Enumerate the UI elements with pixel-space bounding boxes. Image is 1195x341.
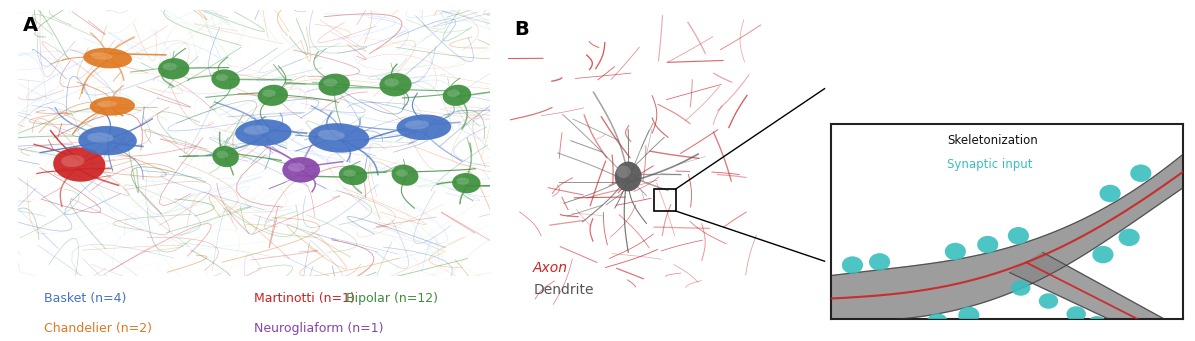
Ellipse shape	[1092, 246, 1114, 263]
Ellipse shape	[343, 169, 356, 177]
Text: Dendrite: Dendrite	[533, 283, 594, 297]
Ellipse shape	[617, 165, 631, 178]
Ellipse shape	[405, 120, 429, 129]
Ellipse shape	[945, 243, 966, 260]
Ellipse shape	[61, 155, 85, 167]
Ellipse shape	[397, 115, 452, 140]
Ellipse shape	[841, 256, 863, 274]
Ellipse shape	[91, 53, 112, 60]
Text: Axon: Axon	[533, 261, 568, 275]
Ellipse shape	[447, 89, 460, 97]
Ellipse shape	[1099, 185, 1121, 202]
Ellipse shape	[244, 125, 269, 135]
Ellipse shape	[262, 89, 276, 97]
Ellipse shape	[926, 313, 948, 331]
Ellipse shape	[308, 123, 369, 153]
Ellipse shape	[978, 236, 998, 253]
Polygon shape	[810, 152, 1195, 321]
Ellipse shape	[385, 78, 399, 87]
Ellipse shape	[339, 165, 367, 185]
Ellipse shape	[216, 74, 228, 81]
Text: Neurogliaform (n=1): Neurogliaform (n=1)	[255, 322, 384, 335]
Ellipse shape	[614, 162, 642, 191]
Ellipse shape	[442, 85, 471, 106]
Ellipse shape	[1119, 228, 1140, 246]
Ellipse shape	[324, 78, 337, 86]
Polygon shape	[1010, 252, 1172, 338]
Bar	[654, 189, 675, 211]
Ellipse shape	[90, 97, 135, 116]
Ellipse shape	[958, 307, 980, 324]
Ellipse shape	[158, 58, 189, 79]
Ellipse shape	[380, 73, 411, 97]
Text: Bipolar (n=12): Bipolar (n=12)	[347, 292, 439, 305]
Ellipse shape	[318, 74, 350, 96]
Ellipse shape	[79, 126, 137, 155]
Ellipse shape	[213, 146, 239, 167]
Ellipse shape	[163, 63, 177, 70]
Text: Synaptic input: Synaptic input	[946, 158, 1032, 170]
Ellipse shape	[396, 169, 407, 177]
Ellipse shape	[1087, 316, 1107, 331]
Ellipse shape	[318, 130, 345, 140]
Ellipse shape	[258, 85, 288, 106]
Ellipse shape	[456, 178, 470, 184]
Ellipse shape	[452, 173, 480, 193]
Ellipse shape	[288, 163, 305, 172]
Ellipse shape	[84, 48, 131, 68]
Text: Chandelier (n=2): Chandelier (n=2)	[44, 322, 152, 335]
Ellipse shape	[53, 147, 105, 182]
Ellipse shape	[1007, 227, 1029, 244]
Ellipse shape	[1038, 293, 1058, 309]
Ellipse shape	[235, 119, 292, 146]
Text: Martinotti (n=1): Martinotti (n=1)	[255, 292, 355, 305]
Ellipse shape	[212, 69, 240, 89]
Ellipse shape	[827, 320, 848, 338]
Text: Skeletonization: Skeletonization	[946, 134, 1037, 147]
Ellipse shape	[392, 165, 418, 186]
Text: B: B	[514, 20, 529, 39]
Ellipse shape	[1130, 164, 1152, 182]
Text: A: A	[23, 16, 38, 34]
Ellipse shape	[1066, 306, 1086, 322]
Ellipse shape	[282, 157, 320, 182]
Ellipse shape	[97, 101, 117, 107]
Text: Basket (n=4): Basket (n=4)	[44, 292, 127, 305]
Ellipse shape	[1011, 280, 1030, 296]
Ellipse shape	[87, 133, 114, 143]
Ellipse shape	[869, 253, 890, 271]
Ellipse shape	[216, 151, 228, 158]
